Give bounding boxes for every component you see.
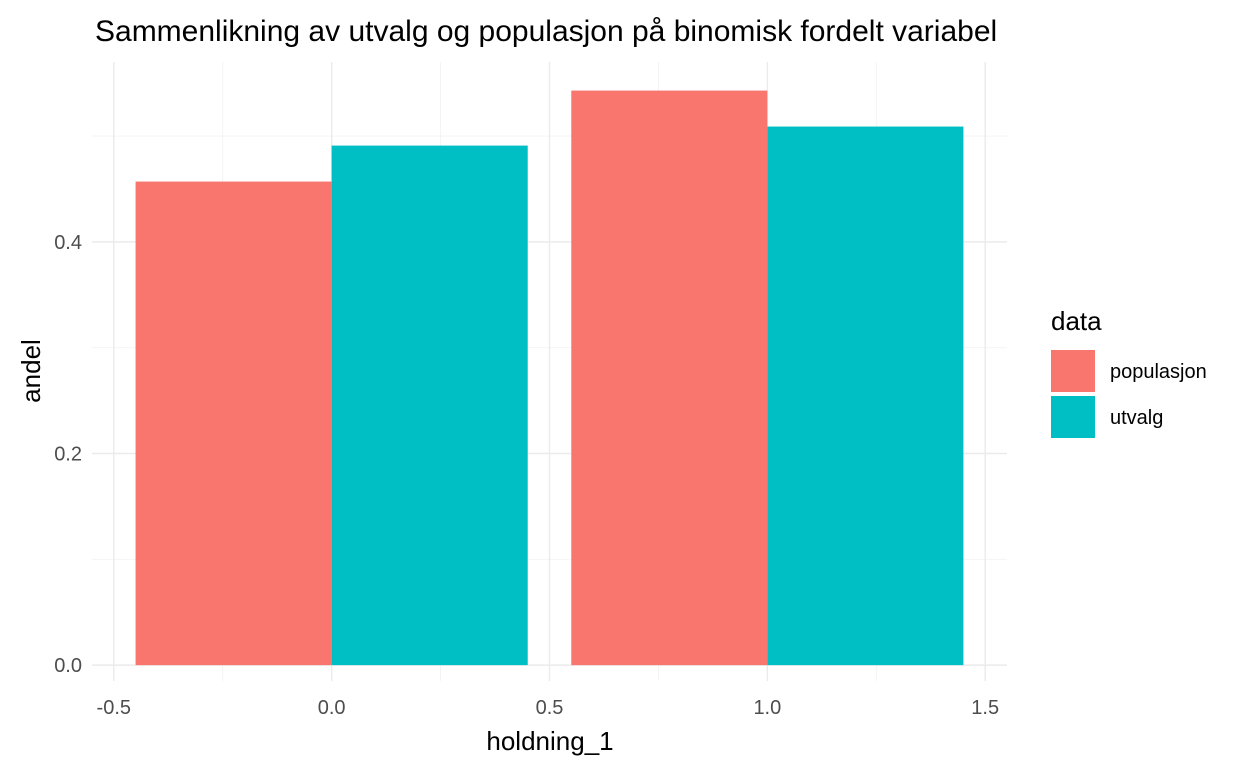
bar-utvalg-1	[767, 126, 964, 666]
legend: data populasjon utvalg	[1051, 306, 1207, 438]
x-axis-title: holdning_1	[486, 726, 613, 756]
chart-title: Sammenlikning av utvalg og populasjon på…	[95, 15, 997, 48]
x-tick-label: 1.0	[753, 697, 781, 719]
y-tick-label: 0.0	[54, 655, 82, 677]
bars	[135, 90, 964, 666]
bar-populasjon-0	[135, 181, 332, 666]
x-tick-label: 1.5	[971, 697, 999, 719]
y-axis-title: andel	[16, 339, 46, 403]
x-tick-label: -0.5	[97, 697, 131, 719]
x-tick-label: 0.0	[318, 697, 346, 719]
x-axis-ticks: -0.5 0.0 0.5 1.0 1.5	[97, 697, 1000, 719]
bar-utvalg-0	[331, 145, 528, 666]
legend-label-utvalg: utvalg	[1110, 407, 1163, 429]
legend-title: data	[1051, 306, 1102, 336]
bar-populasjon-1	[571, 90, 768, 666]
y-axis-ticks: 0.0 0.2 0.4	[54, 232, 82, 677]
legend-swatch-populasjon	[1051, 350, 1095, 392]
y-tick-label: 0.4	[54, 232, 82, 254]
x-tick-label: 0.5	[536, 697, 564, 719]
legend-swatch-utvalg	[1051, 396, 1095, 438]
y-tick-label: 0.2	[54, 444, 82, 466]
legend-label-populasjon: populasjon	[1110, 361, 1207, 383]
